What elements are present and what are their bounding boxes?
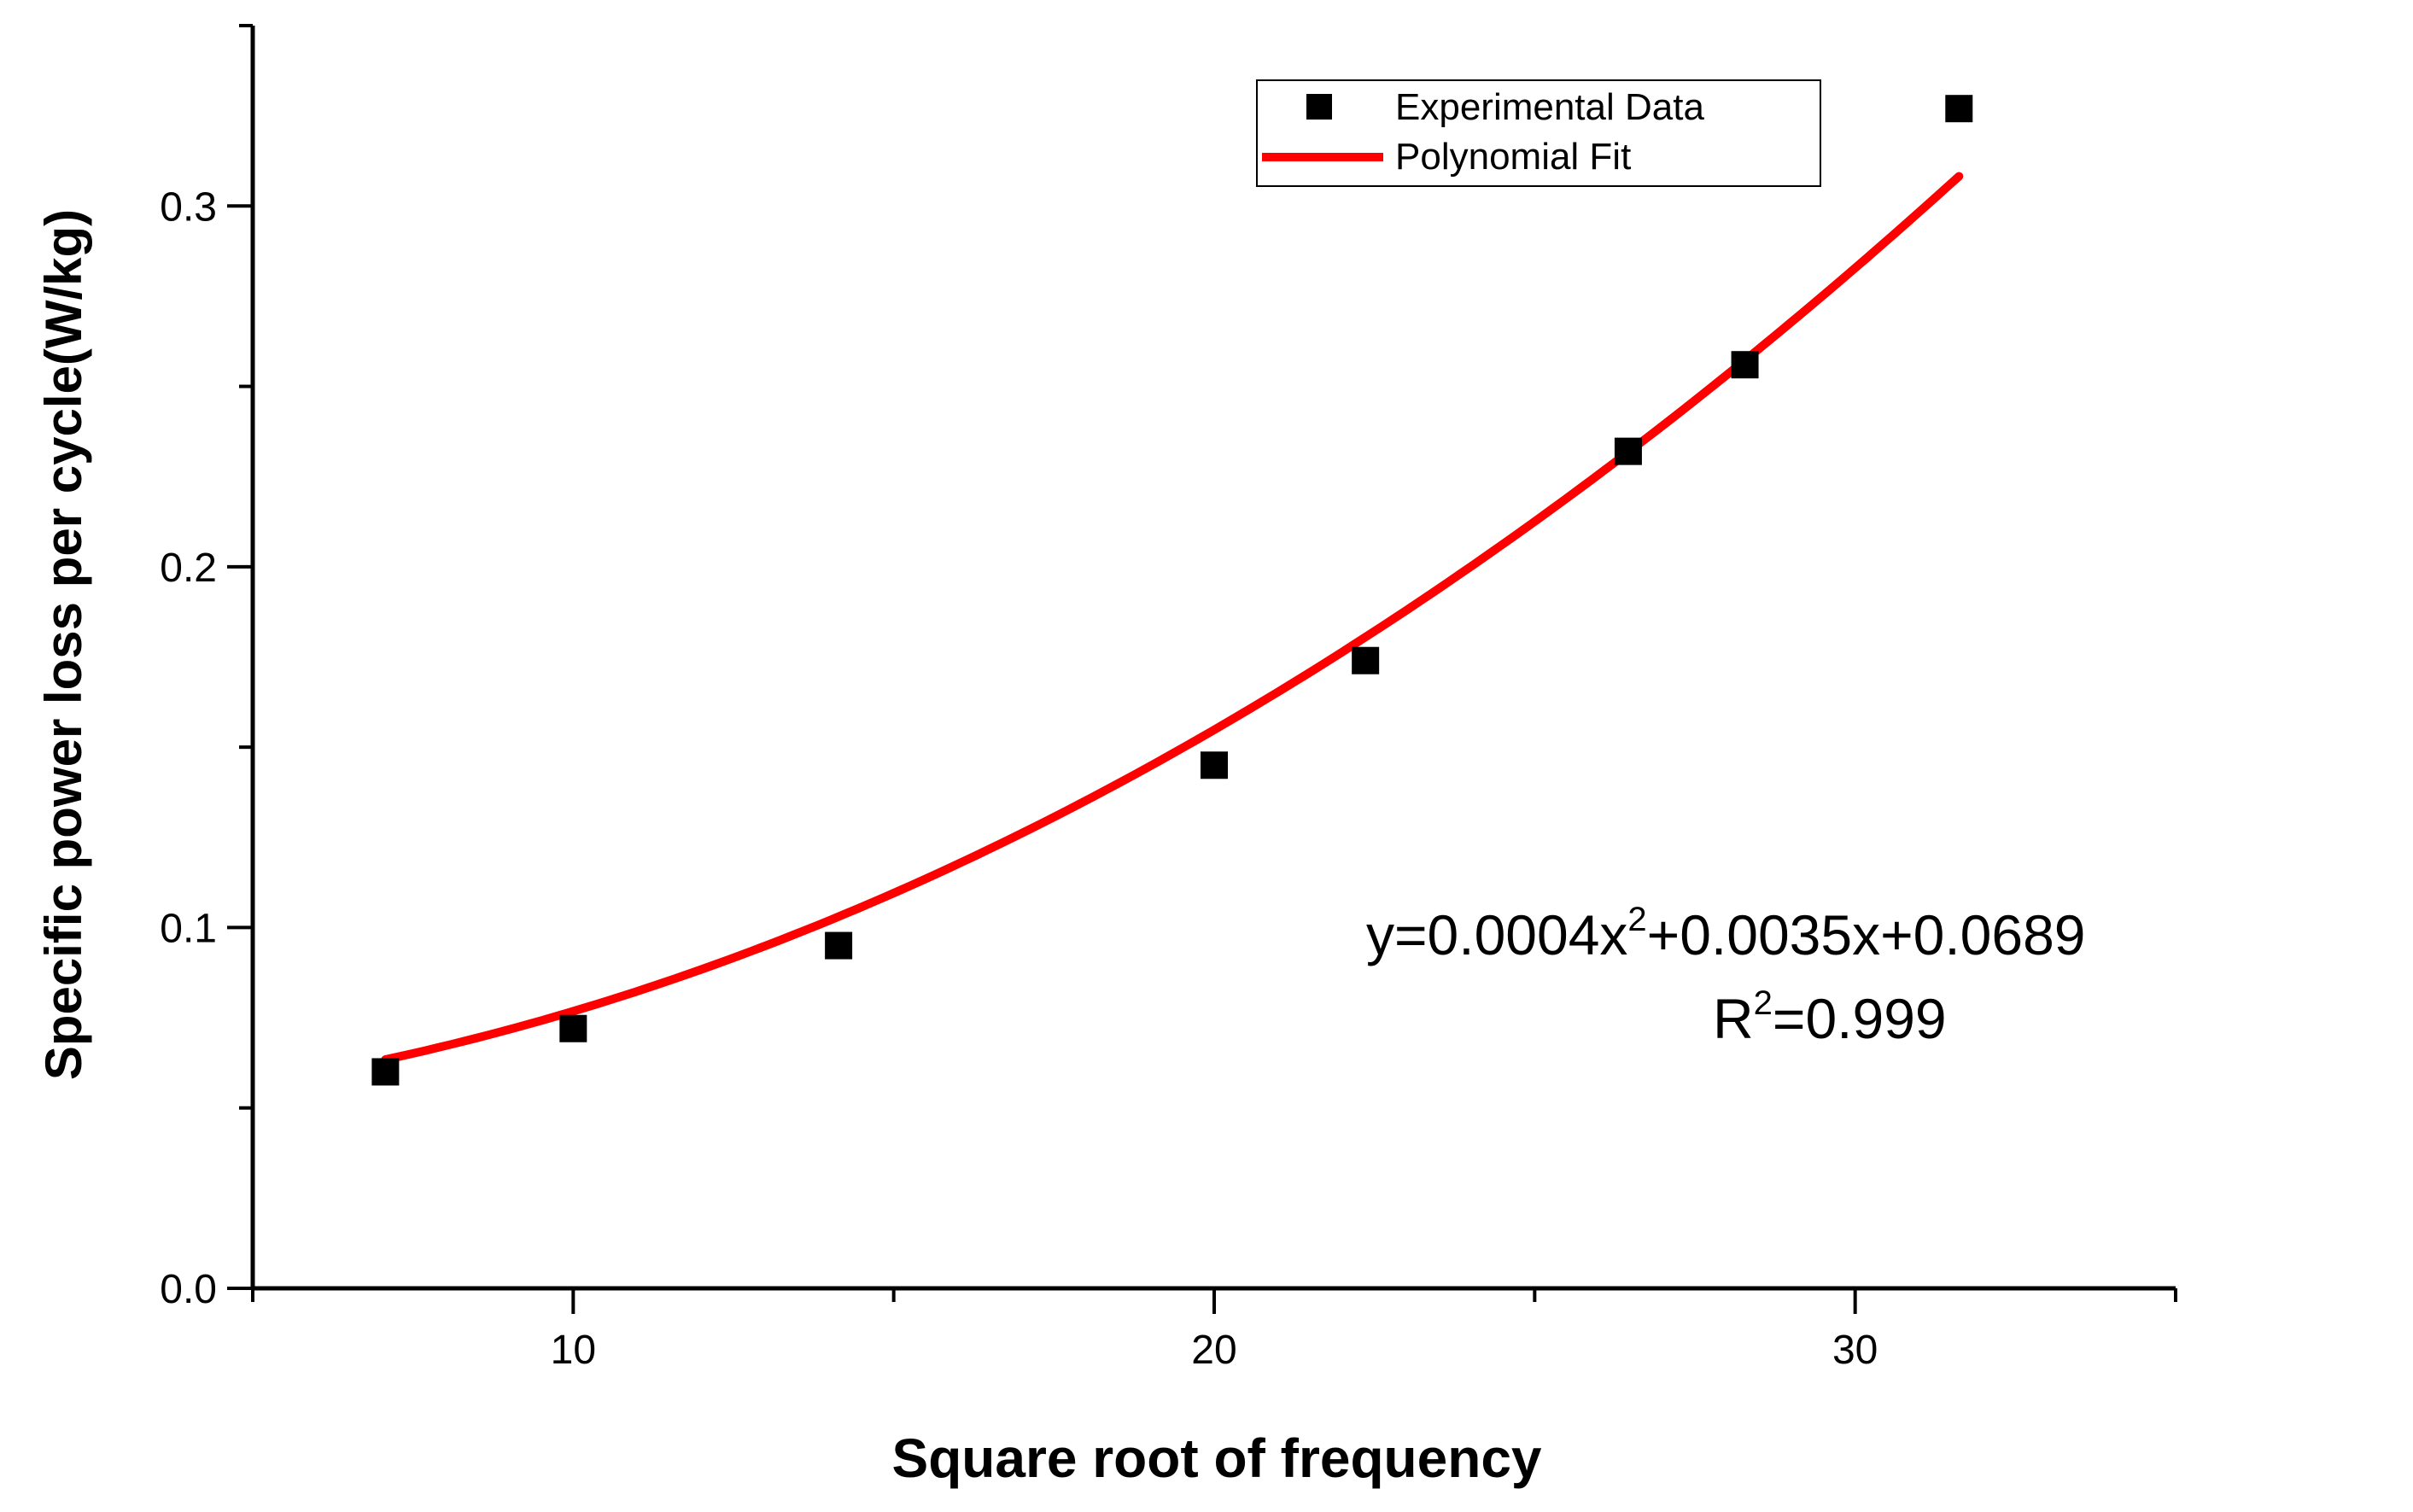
- fit-equation-prefix: y=0.0004x: [1366, 903, 1627, 966]
- x-tick-label: 10: [551, 1328, 596, 1373]
- x-tick-label: 30: [1832, 1328, 1878, 1373]
- fit-layer: [381, 172, 1964, 1064]
- fit-equation: y=0.0004x2+0.0035x+0.0689: [1366, 901, 2086, 966]
- legend-label-fit: Polynomial Fit: [1395, 136, 1631, 178]
- data-point: [559, 1014, 587, 1042]
- points-layer: [371, 95, 1973, 1086]
- x-tick-label: 20: [1191, 1328, 1236, 1373]
- fit-equation-superscript: 2: [1627, 901, 1646, 938]
- data-point: [1614, 437, 1642, 465]
- data-point: [371, 1058, 400, 1086]
- r-squared-prefix: R: [1713, 987, 1754, 1050]
- axes: 10 20 30 0.0 0.1 0.2 0.3: [160, 24, 2177, 1373]
- y-tick-label: 0.0: [160, 1267, 217, 1312]
- r-squared-superscript: 2: [1754, 984, 1773, 1022]
- y-tick-label: 0.1: [160, 906, 217, 951]
- legend-marker-experimental: [1306, 94, 1332, 120]
- y-tick-label: 0.3: [160, 184, 217, 230]
- fit-curve: [381, 172, 1964, 1064]
- x-ticks: 10 20 30: [251, 1288, 2177, 1373]
- y-tick-label: 0.2: [160, 546, 217, 591]
- y-axis-title: Specific power loss per cycle(W/kg): [35, 209, 92, 1080]
- x-axis-title: Square root of frequency: [892, 1427, 1542, 1489]
- data-point: [825, 931, 853, 960]
- data-point: [1731, 351, 1759, 379]
- fit-equation-suffix: +0.0035x+0.0689: [1647, 903, 2086, 966]
- legend-label-experimental: Experimental Data: [1395, 86, 1704, 128]
- data-point: [1201, 751, 1228, 779]
- data-point: [1352, 646, 1380, 674]
- legend-box: [1256, 79, 1821, 187]
- data-point: [1945, 95, 1973, 123]
- r-squared: R2=0.999: [1713, 984, 1947, 1050]
- y-ticks: 0.0 0.1 0.2 0.3: [160, 24, 253, 1312]
- r-squared-suffix: =0.999: [1773, 987, 1947, 1050]
- legend: Experimental Data Polynomial Fit: [1256, 79, 1821, 187]
